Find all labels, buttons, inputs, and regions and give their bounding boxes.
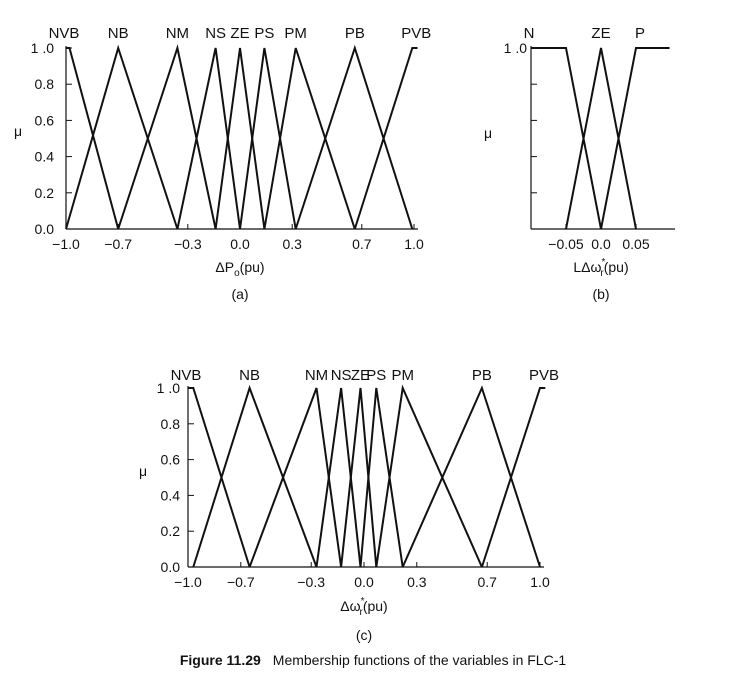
series-label-pb: PB	[345, 25, 365, 42]
series-line-ps	[359, 387, 404, 568]
panel-label: (b)	[592, 286, 609, 302]
series-line-pb	[294, 44, 414, 230]
y-tick-label: 0.8	[161, 416, 181, 432]
x-tick-label: −0.3	[297, 574, 325, 590]
x-tick-label: −0.05	[548, 236, 584, 252]
x-tick-label: −1.0	[174, 574, 202, 590]
y-tick-label: 0.4	[161, 487, 181, 503]
x-tick-label: 0.3	[407, 574, 427, 590]
y-tick-label: 1 .0	[504, 40, 528, 56]
x-tick-label: 0.7	[352, 236, 372, 252]
x-tick-label: 1.0	[530, 574, 550, 590]
series-label-ps: PS	[366, 367, 386, 384]
y-tick-label: 0.2	[161, 523, 181, 539]
x-tick-label: 0.3	[282, 236, 302, 252]
series-label-pvb: PVB	[529, 367, 559, 384]
series-line-ze	[565, 47, 637, 230]
series-line-ze	[214, 47, 266, 230]
series-label-pb: PB	[472, 367, 492, 384]
series-label-pm: PM	[391, 367, 414, 384]
x-tick-label: −0.3	[174, 236, 202, 252]
series-label-ns: NS	[331, 367, 352, 384]
x-tick-label: 0.0	[230, 236, 250, 252]
series-label-nvb: NVB	[171, 367, 202, 384]
series-label-nm: NM	[166, 25, 189, 42]
chart-panel-2: 1 .0 −0.05 0.0 0.05 μ LΔω* r(pu) (b) N ZE P	[484, 25, 675, 302]
panel-label: (a)	[231, 286, 248, 302]
series-line-ns	[315, 387, 362, 568]
series-label-ze: ZE	[230, 25, 249, 42]
y-axis-label: μ	[484, 125, 492, 141]
y-tick-label: 0.4	[35, 149, 55, 165]
series-label-ns: NS	[205, 25, 226, 42]
series-line-ps	[239, 47, 297, 230]
series-label-nb: NB	[239, 367, 260, 384]
x-tick-label: 0.0	[591, 236, 611, 252]
series-label-ze: ZE	[351, 367, 370, 384]
chart-panel-3: 0.0 0.2 0.4 0.6 0.8 1 .0 −1.0 −0.7 −0.3 0.0 0.3 0.7…	[139, 367, 559, 643]
series-label-nm: NM	[305, 367, 328, 384]
series-line-nvb	[66, 47, 120, 230]
series-line-pvb	[353, 47, 418, 230]
x-tick-label: 1.0	[404, 236, 424, 252]
series-line-ze	[340, 387, 378, 568]
figure-number: Figure 11.29	[179, 652, 261, 668]
series-line-pm	[263, 47, 356, 230]
series-label-ps: PS	[254, 25, 274, 42]
series-line-nm	[117, 44, 217, 230]
y-tick-label: 1 .0	[157, 380, 181, 396]
y-axis-label: μ	[139, 463, 147, 479]
chart-panel-1: 0.0 0.2 0.4 0.6 0.8 1 .0 −1.0 −0.7 −0.3 0.0 0.3 0.7…	[14, 25, 431, 302]
y-tick-label: 0.0	[35, 221, 55, 237]
x-tick-label: 0.0	[354, 574, 374, 590]
series-line-n	[531, 47, 602, 230]
series-label-nvb: NVB	[49, 25, 80, 42]
y-tick-label: 1 .0	[31, 40, 55, 56]
y-tick-label: 0.6	[35, 112, 55, 128]
series-line-pb	[401, 385, 541, 568]
series-line-nb	[192, 384, 318, 568]
x-tick-label: 0.05	[622, 236, 649, 252]
x-tick-label: −0.7	[104, 236, 132, 252]
y-tick-label: 0.0	[161, 559, 181, 575]
series-label-pvb: PVB	[401, 25, 431, 42]
y-tick-label: 0.6	[161, 452, 181, 468]
series-label-nb: NB	[108, 25, 129, 42]
series-line-pvb	[480, 387, 546, 568]
series-line-ns	[176, 47, 241, 230]
series-label-ze: ZE	[591, 25, 610, 42]
figure-caption-text: Membership functions of the variables in…	[272, 652, 567, 668]
y-tick-label: 0.2	[35, 185, 55, 201]
x-tick-label: −1.0	[52, 236, 80, 252]
panel-label: (c)	[356, 627, 372, 643]
x-axis-label: Δω* r(pu)	[340, 596, 387, 618]
figure-caption: Figure 11.29 Membership functions of the …	[0, 652, 746, 668]
y-axis-label: μ	[14, 123, 22, 139]
series-line-nvb	[188, 387, 251, 568]
series-label-n: N	[524, 25, 535, 42]
x-tick-label: 0.7	[477, 574, 497, 590]
x-tick-label: −0.7	[227, 574, 255, 590]
x-axis-label: LΔω* r(pu)	[573, 257, 628, 279]
series-label-p: P	[635, 25, 645, 42]
series-line-p	[600, 47, 670, 230]
x-axis-label: ΔPo(pu)	[215, 259, 264, 279]
series-line-pm	[375, 384, 483, 568]
series-line-nb	[65, 44, 179, 230]
series-line-nm	[248, 387, 343, 568]
y-tick-label: 0.8	[35, 76, 55, 92]
series-label-pm: PM	[284, 25, 307, 42]
